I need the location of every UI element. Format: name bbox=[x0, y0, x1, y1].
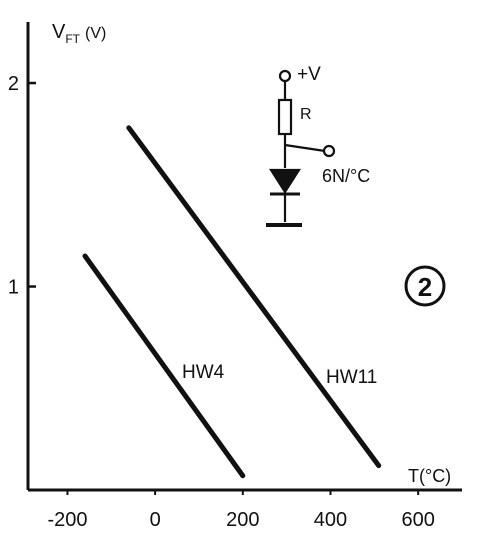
series-label-hw4: HW4 bbox=[182, 362, 225, 383]
x-tick-label: -200 bbox=[47, 509, 87, 531]
y-axis-title: VFT (V) bbox=[52, 21, 106, 46]
x-ticks: -200 0 200 400 600 bbox=[47, 490, 435, 531]
x-tick-label: 600 bbox=[401, 509, 434, 531]
series-line-hw11 bbox=[126, 125, 382, 469]
y-ticks: 12 bbox=[8, 73, 36, 299]
supply-label: +V bbox=[297, 64, 321, 85]
diode-symbol bbox=[268, 168, 302, 195]
figure-number: 2 bbox=[418, 272, 432, 302]
supply-terminal bbox=[278, 69, 292, 83]
y-tick-label: 1 bbox=[8, 277, 19, 299]
x-axis-title: T(°C) bbox=[408, 466, 451, 486]
x-tick-label: 0 bbox=[150, 509, 161, 531]
figure-number-circle bbox=[404, 265, 446, 307]
y-axis-title-sub: FT bbox=[65, 32, 80, 46]
series-line-hw4 bbox=[82, 253, 246, 479]
x-tick-label: 400 bbox=[314, 509, 347, 531]
y-axis-title-unit: (V) bbox=[85, 25, 106, 42]
y-tick-label: 2 bbox=[8, 73, 19, 95]
resistor-label: R bbox=[300, 106, 312, 123]
output-wire bbox=[284, 143, 326, 153]
resistor bbox=[277, 98, 293, 136]
output-label: 6N/°C bbox=[322, 166, 370, 186]
series-label-hw11: HW11 bbox=[326, 367, 377, 388]
y-axis-title-main: V bbox=[52, 21, 66, 43]
x-tick-label: 200 bbox=[226, 509, 259, 531]
output-terminal bbox=[322, 144, 336, 158]
circuit-inset bbox=[266, 69, 336, 227]
